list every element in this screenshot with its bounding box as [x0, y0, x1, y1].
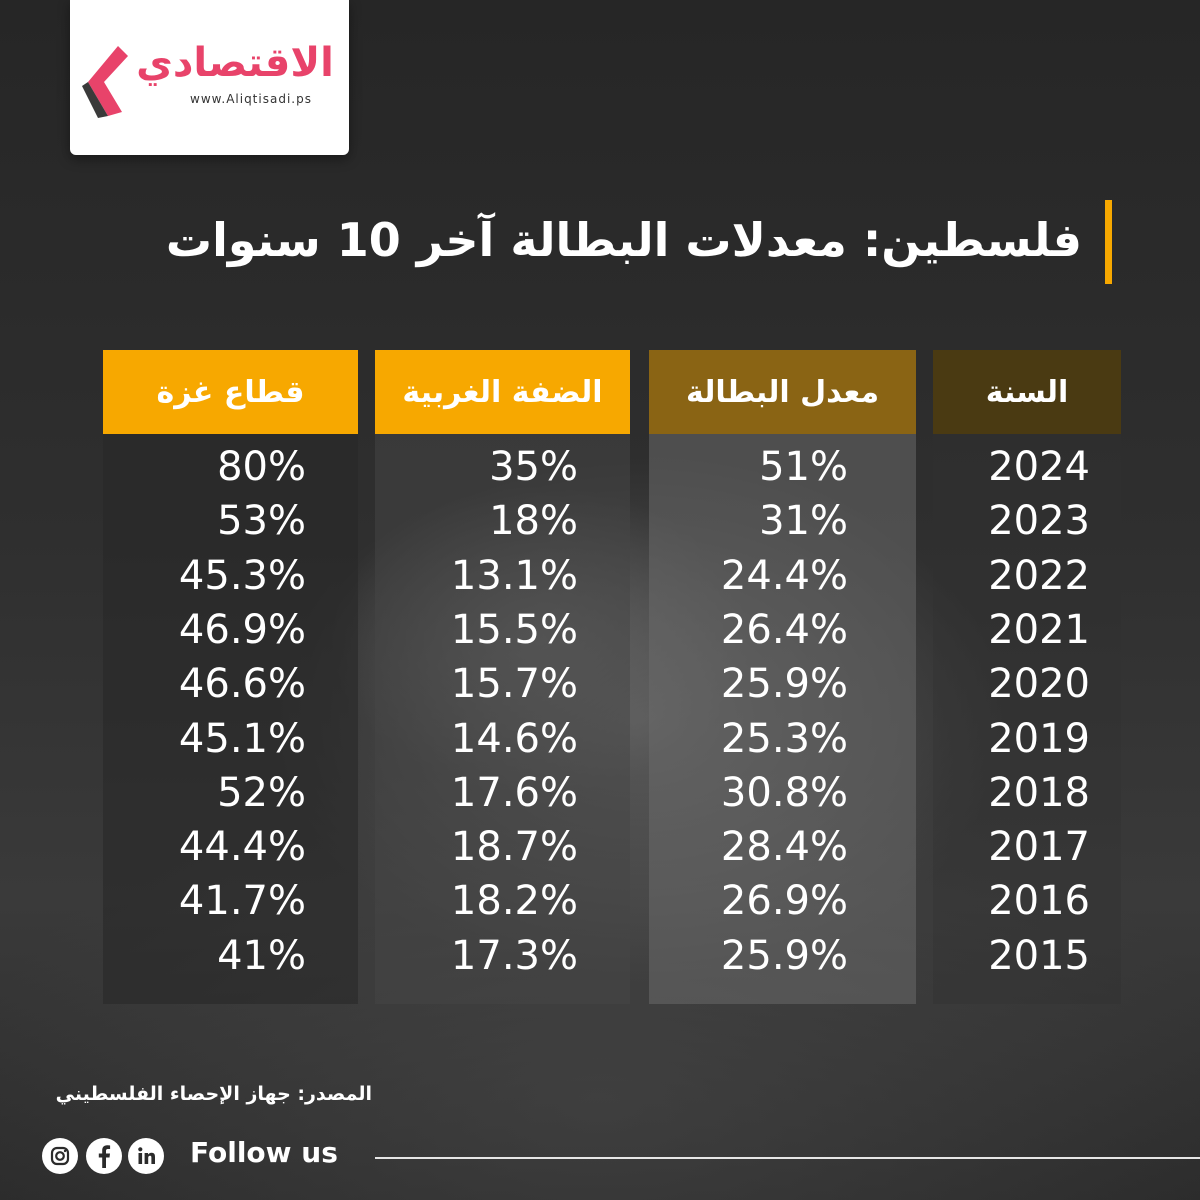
- year-cell: 2024: [988, 444, 1090, 490]
- header-west-bank: الضفة الغربية: [375, 350, 630, 434]
- rate-cell: 31%: [759, 498, 848, 544]
- rate-column-background: [649, 434, 916, 1004]
- instagram-icon: [50, 1146, 70, 1166]
- year-cell: 2021: [988, 607, 1090, 653]
- gaza-cell: 41%: [217, 933, 306, 979]
- brand-url: www.Aliqtisadi.ps: [190, 92, 312, 106]
- westbank-cell: 35%: [489, 444, 578, 490]
- gaza-cell: 45.3%: [178, 553, 306, 599]
- westbank-cell: 17.6%: [450, 770, 578, 816]
- year-cell: 2017: [988, 824, 1090, 870]
- header-unemployment-rate: معدل البطالة: [649, 350, 916, 434]
- westbank-column-background: [375, 434, 630, 1004]
- westbank-cell: 15.5%: [450, 607, 578, 653]
- year-cell: 2020: [988, 661, 1090, 707]
- header-year: السنة: [933, 350, 1121, 434]
- gaza-cell: 46.9%: [178, 607, 306, 653]
- rate-cell: 25.9%: [720, 661, 848, 707]
- brand-logo[interactable]: الاقتصادي www.Aliqtisadi.ps: [70, 0, 349, 155]
- year-cell: 2019: [988, 716, 1090, 762]
- rate-cell: 26.4%: [720, 607, 848, 653]
- title-accent-bar: [1105, 200, 1112, 284]
- source-note: المصدر: جهاز الإحصاء الفلسطيني: [55, 1083, 372, 1105]
- rate-cell: 30.8%: [720, 770, 848, 816]
- gaza-cell: 53%: [217, 498, 306, 544]
- gaza-cell: 44.4%: [178, 824, 306, 870]
- rate-cell: 26.9%: [720, 878, 848, 924]
- year-cell: 2015: [988, 933, 1090, 979]
- gaza-cell: 52%: [217, 770, 306, 816]
- westbank-cell: 14.6%: [450, 716, 578, 762]
- year-cell: 2016: [988, 878, 1090, 924]
- westbank-cell: 15.7%: [450, 661, 578, 707]
- gaza-cell: 46.6%: [178, 661, 306, 707]
- brand-name: الاقتصادي: [136, 40, 334, 86]
- westbank-cell: 18.7%: [450, 824, 578, 870]
- footer-divider: [375, 1157, 1200, 1159]
- linkedin-link[interactable]: [128, 1138, 164, 1174]
- westbank-cell: 13.1%: [450, 553, 578, 599]
- logo-mark-icon: [82, 46, 128, 118]
- gaza-column-background: [103, 434, 358, 1004]
- rate-cell: 51%: [759, 444, 848, 490]
- facebook-link[interactable]: [86, 1138, 122, 1174]
- year-cell: 2018: [988, 770, 1090, 816]
- instagram-link[interactable]: [42, 1138, 78, 1174]
- gaza-cell: 45.1%: [178, 716, 306, 762]
- rate-cell: 25.9%: [720, 933, 848, 979]
- westbank-cell: 17.3%: [450, 933, 578, 979]
- page-title: فلسطين: معدلات البطالة آخر 10 سنوات: [165, 213, 1082, 267]
- header-gaza: قطاع غزة: [103, 350, 358, 434]
- gaza-cell: 41.7%: [178, 878, 306, 924]
- facebook-icon: [98, 1145, 111, 1168]
- westbank-cell: 18.2%: [450, 878, 578, 924]
- westbank-cell: 18%: [489, 498, 578, 544]
- year-cell: 2022: [988, 553, 1090, 599]
- follow-us-label: Follow us: [190, 1136, 338, 1169]
- year-column-background: [933, 434, 1121, 1004]
- year-cell: 2023: [988, 498, 1090, 544]
- rate-cell: 28.4%: [720, 824, 848, 870]
- rate-cell: 25.3%: [720, 716, 848, 762]
- linkedin-icon: [138, 1147, 155, 1164]
- rate-cell: 24.4%: [720, 553, 848, 599]
- gaza-cell: 80%: [217, 444, 306, 490]
